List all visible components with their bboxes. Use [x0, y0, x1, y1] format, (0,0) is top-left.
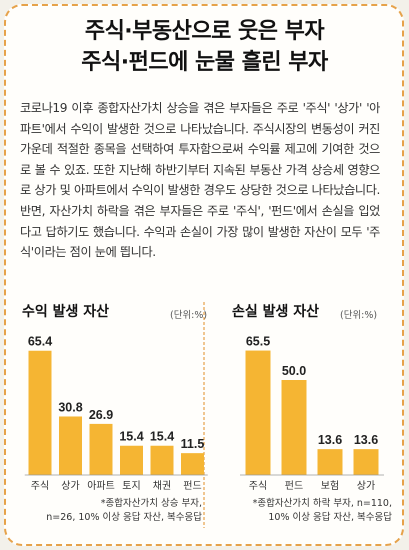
right-chart-title: 손실 발생 자산 — [232, 304, 320, 320]
category-label: 상가 — [61, 480, 79, 492]
right-chart: 65.5 주식 50.0 펀드 13.6 보험 13.6 상가 — [240, 335, 384, 492]
body-paragraph: 코로나19 이후 종합자산가치 상승을 겪은 부자들은 주로 '주식' '상가'… — [20, 101, 380, 260]
category-label: 펀드 — [183, 480, 201, 492]
bar-펀드 — [181, 453, 204, 475]
category-label: 주식 — [31, 480, 49, 492]
bar-주식 — [28, 350, 52, 475]
left-note-line-1: *종합자산가치 상승 부자, — [100, 498, 202, 509]
bar-보험 — [317, 449, 343, 475]
value-label: 11.5 — [181, 437, 205, 451]
value-label: 50.0 — [282, 364, 306, 378]
bar-채권 — [150, 445, 174, 475]
right-note-line-1: *종합자산가치 하락 부자, n=110, — [252, 498, 392, 509]
left-chart-note: *종합자산가치 상승 부자, n=26, 10% 이상 응답 자산, 복수응답 — [10, 497, 202, 525]
bar-상가 — [59, 416, 82, 475]
value-label: 15.4 — [119, 430, 143, 444]
left-note-line-2: n=26, 10% 이상 응답 자산, 복수응답 — [46, 512, 202, 523]
bar-토지 — [120, 445, 143, 475]
category-label: 토지 — [122, 480, 140, 492]
value-label: 65.4 — [28, 335, 52, 349]
category-label: 펀드 — [285, 480, 303, 492]
category-label: 보험 — [321, 480, 339, 492]
left-chart-unit: (단위:%) — [170, 310, 208, 321]
value-label: 13.6 — [318, 433, 342, 447]
right-chart-note: *종합자산가치 하락 부자, n=110, 10% 이상 응답 자산, 복수응답 — [210, 497, 392, 525]
category-label: 주식 — [249, 480, 267, 492]
value-label: 65.5 — [246, 335, 270, 349]
right-note-line-2: 10% 이상 응답 자산, 복수응답 — [268, 512, 392, 523]
category-label: 상가 — [357, 480, 375, 492]
title-line-2: 주식·펀드에 눈물 흘린 부자 — [81, 50, 328, 75]
left-chart: 65.4 주식 30.8 상가 26.9 아파트 15.4 토지 15.4 채권 11.5 펀드 — [24, 335, 208, 492]
bar-상가 — [353, 449, 379, 475]
bar-펀드 — [281, 380, 307, 475]
left-chart-title: 수익 발생 자산 — [22, 304, 110, 320]
category-label: 아파트 — [87, 480, 115, 492]
value-label: 15.4 — [150, 430, 174, 444]
title-line-1: 주식·부동산으로 웃은 부자 — [84, 19, 325, 44]
right-chart-unit: (단위:%) — [340, 310, 378, 321]
bar-주식 — [245, 350, 271, 475]
value-label: 13.6 — [354, 433, 378, 447]
bar-아파트 — [89, 423, 113, 475]
value-label: 26.9 — [89, 408, 113, 422]
value-label: 30.8 — [58, 400, 82, 414]
category-label: 채권 — [153, 480, 171, 492]
page-title: 주식·부동산으로 웃은 부자 주식·펀드에 눈물 흘린 부자 — [0, 16, 409, 78]
